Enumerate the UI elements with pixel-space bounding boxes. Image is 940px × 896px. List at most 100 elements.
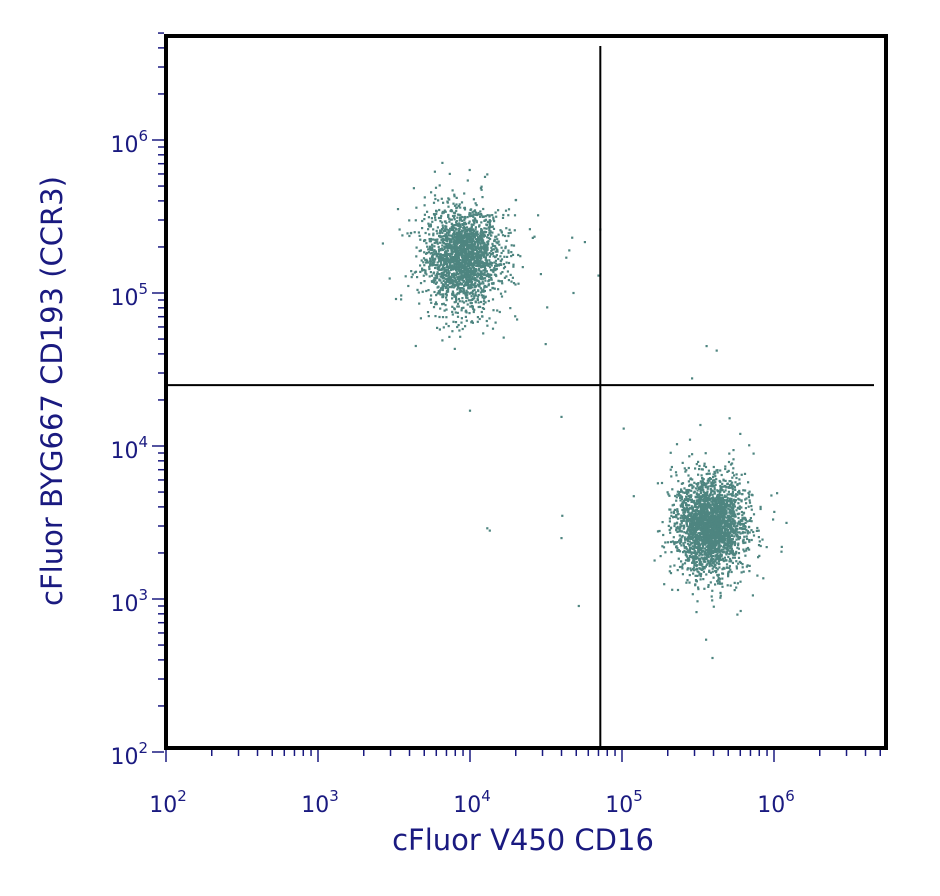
event-point xyxy=(482,263,485,266)
event-point xyxy=(475,213,479,217)
event-point xyxy=(683,562,687,565)
event-point xyxy=(465,300,468,303)
event-point xyxy=(715,509,718,512)
event-point xyxy=(702,508,705,511)
event-point xyxy=(449,218,452,221)
event-point xyxy=(701,509,704,512)
event-point xyxy=(691,557,694,560)
event-point xyxy=(729,552,732,555)
event-point xyxy=(419,238,422,241)
event-point xyxy=(743,525,746,528)
event-point xyxy=(708,542,711,545)
event-point xyxy=(482,273,486,276)
event-point xyxy=(685,547,688,550)
event-point xyxy=(560,415,563,418)
event-point xyxy=(454,236,457,239)
event-point xyxy=(507,232,510,235)
event-point xyxy=(437,268,440,271)
event-point xyxy=(683,524,686,527)
event-point xyxy=(697,506,700,509)
event-point xyxy=(695,579,698,583)
event-point xyxy=(437,245,440,248)
event-point xyxy=(683,467,686,470)
event-point xyxy=(694,522,697,525)
event-point xyxy=(472,245,475,248)
event-point xyxy=(700,505,703,508)
event-point xyxy=(511,253,515,256)
event-point xyxy=(724,531,727,534)
event-point xyxy=(739,609,742,613)
event-point xyxy=(699,520,702,523)
event-point xyxy=(709,497,712,501)
event-point xyxy=(785,521,788,524)
event-point xyxy=(482,332,485,335)
event-point xyxy=(474,211,477,214)
event-point xyxy=(496,249,499,252)
event-point xyxy=(440,214,443,218)
event-point xyxy=(435,212,438,215)
event-point xyxy=(493,261,496,264)
event-point xyxy=(519,255,522,258)
event-point xyxy=(468,233,471,237)
event-point xyxy=(461,230,464,233)
event-point xyxy=(441,231,444,234)
event-point xyxy=(447,325,450,328)
event-point xyxy=(710,559,713,563)
event-point xyxy=(496,309,499,312)
event-point xyxy=(705,539,709,542)
event-point xyxy=(448,220,451,223)
event-point xyxy=(439,288,442,292)
x-tick-label-exponent: 6 xyxy=(785,787,795,805)
event-point xyxy=(500,251,503,255)
event-point xyxy=(671,588,674,591)
event-point xyxy=(729,505,732,508)
event-point xyxy=(716,552,719,555)
y-tick-label-exponent: 3 xyxy=(138,586,148,604)
event-point xyxy=(685,508,688,511)
event-point xyxy=(480,294,483,297)
event-point xyxy=(433,170,436,173)
event-point xyxy=(447,246,450,249)
event-point xyxy=(701,565,704,568)
event-point xyxy=(474,277,477,280)
event-point xyxy=(418,234,421,237)
event-point xyxy=(572,291,575,295)
event-point xyxy=(697,540,700,543)
event-point xyxy=(496,250,499,253)
event-point xyxy=(456,224,459,227)
event-point xyxy=(723,539,726,542)
event-point xyxy=(728,493,731,496)
event-point xyxy=(682,507,686,510)
event-point xyxy=(698,544,701,547)
event-point xyxy=(478,251,481,254)
event-point xyxy=(481,262,484,265)
event-point xyxy=(503,255,506,258)
event-point xyxy=(435,276,439,279)
event-point xyxy=(726,504,729,507)
event-point xyxy=(458,290,461,293)
event-point xyxy=(721,502,724,505)
y-tick-label: 103 xyxy=(110,586,148,617)
event-point xyxy=(662,533,665,537)
event-point xyxy=(735,473,738,476)
event-point xyxy=(726,537,729,540)
event-point xyxy=(679,526,682,529)
event-point xyxy=(739,526,742,529)
event-point xyxy=(463,225,466,228)
event-point xyxy=(750,538,753,542)
event-point xyxy=(445,252,448,255)
event-point xyxy=(461,275,464,278)
event-point xyxy=(717,532,720,535)
event-point xyxy=(434,197,437,201)
event-point xyxy=(469,285,473,288)
event-point xyxy=(700,536,703,539)
event-point xyxy=(454,300,458,303)
event-point xyxy=(679,529,682,532)
event-point xyxy=(735,550,738,553)
event-point xyxy=(440,293,443,296)
event-point xyxy=(702,512,705,515)
event-point xyxy=(470,226,473,229)
event-point xyxy=(503,265,507,268)
event-point xyxy=(708,516,711,519)
event-point xyxy=(472,308,475,311)
